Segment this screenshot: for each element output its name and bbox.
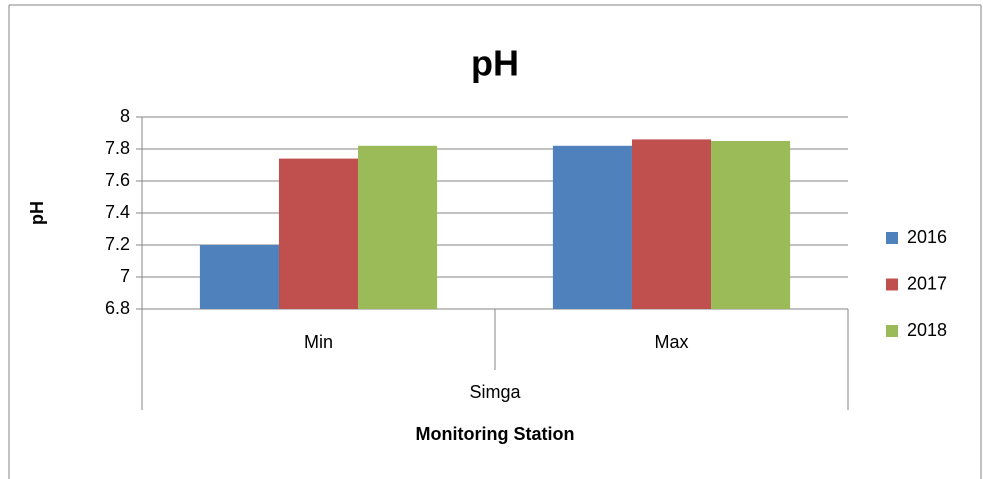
y-tick-label: 7.2 [105,234,130,254]
y-axis-title: pH [27,201,47,225]
y-tick-label: 6.8 [105,298,130,318]
bar [199,245,279,309]
x-tick-label: Min [304,332,333,352]
category-group-label: Simga [469,382,521,402]
bar [278,158,359,309]
x-tick-label: Max [654,332,688,352]
bar [631,139,712,309]
y-tick-label: 8 [120,106,130,126]
y-tick-label: 7.4 [105,202,130,222]
legend-label: 2018 [907,320,947,340]
chart-title: pH [471,43,519,84]
legend-label: 2017 [907,273,947,293]
bar [552,145,632,309]
legend-swatch [886,278,898,291]
y-tick-label: 7.8 [105,138,130,158]
legend-swatch [886,232,898,244]
bar [711,141,791,309]
legend-label: 2016 [907,227,947,247]
x-axis-title: Monitoring Station [416,424,575,444]
legend-swatch [886,325,898,337]
y-tick-label: 7.6 [105,170,130,190]
bar [358,145,438,309]
y-tick-label: 7 [120,266,130,286]
